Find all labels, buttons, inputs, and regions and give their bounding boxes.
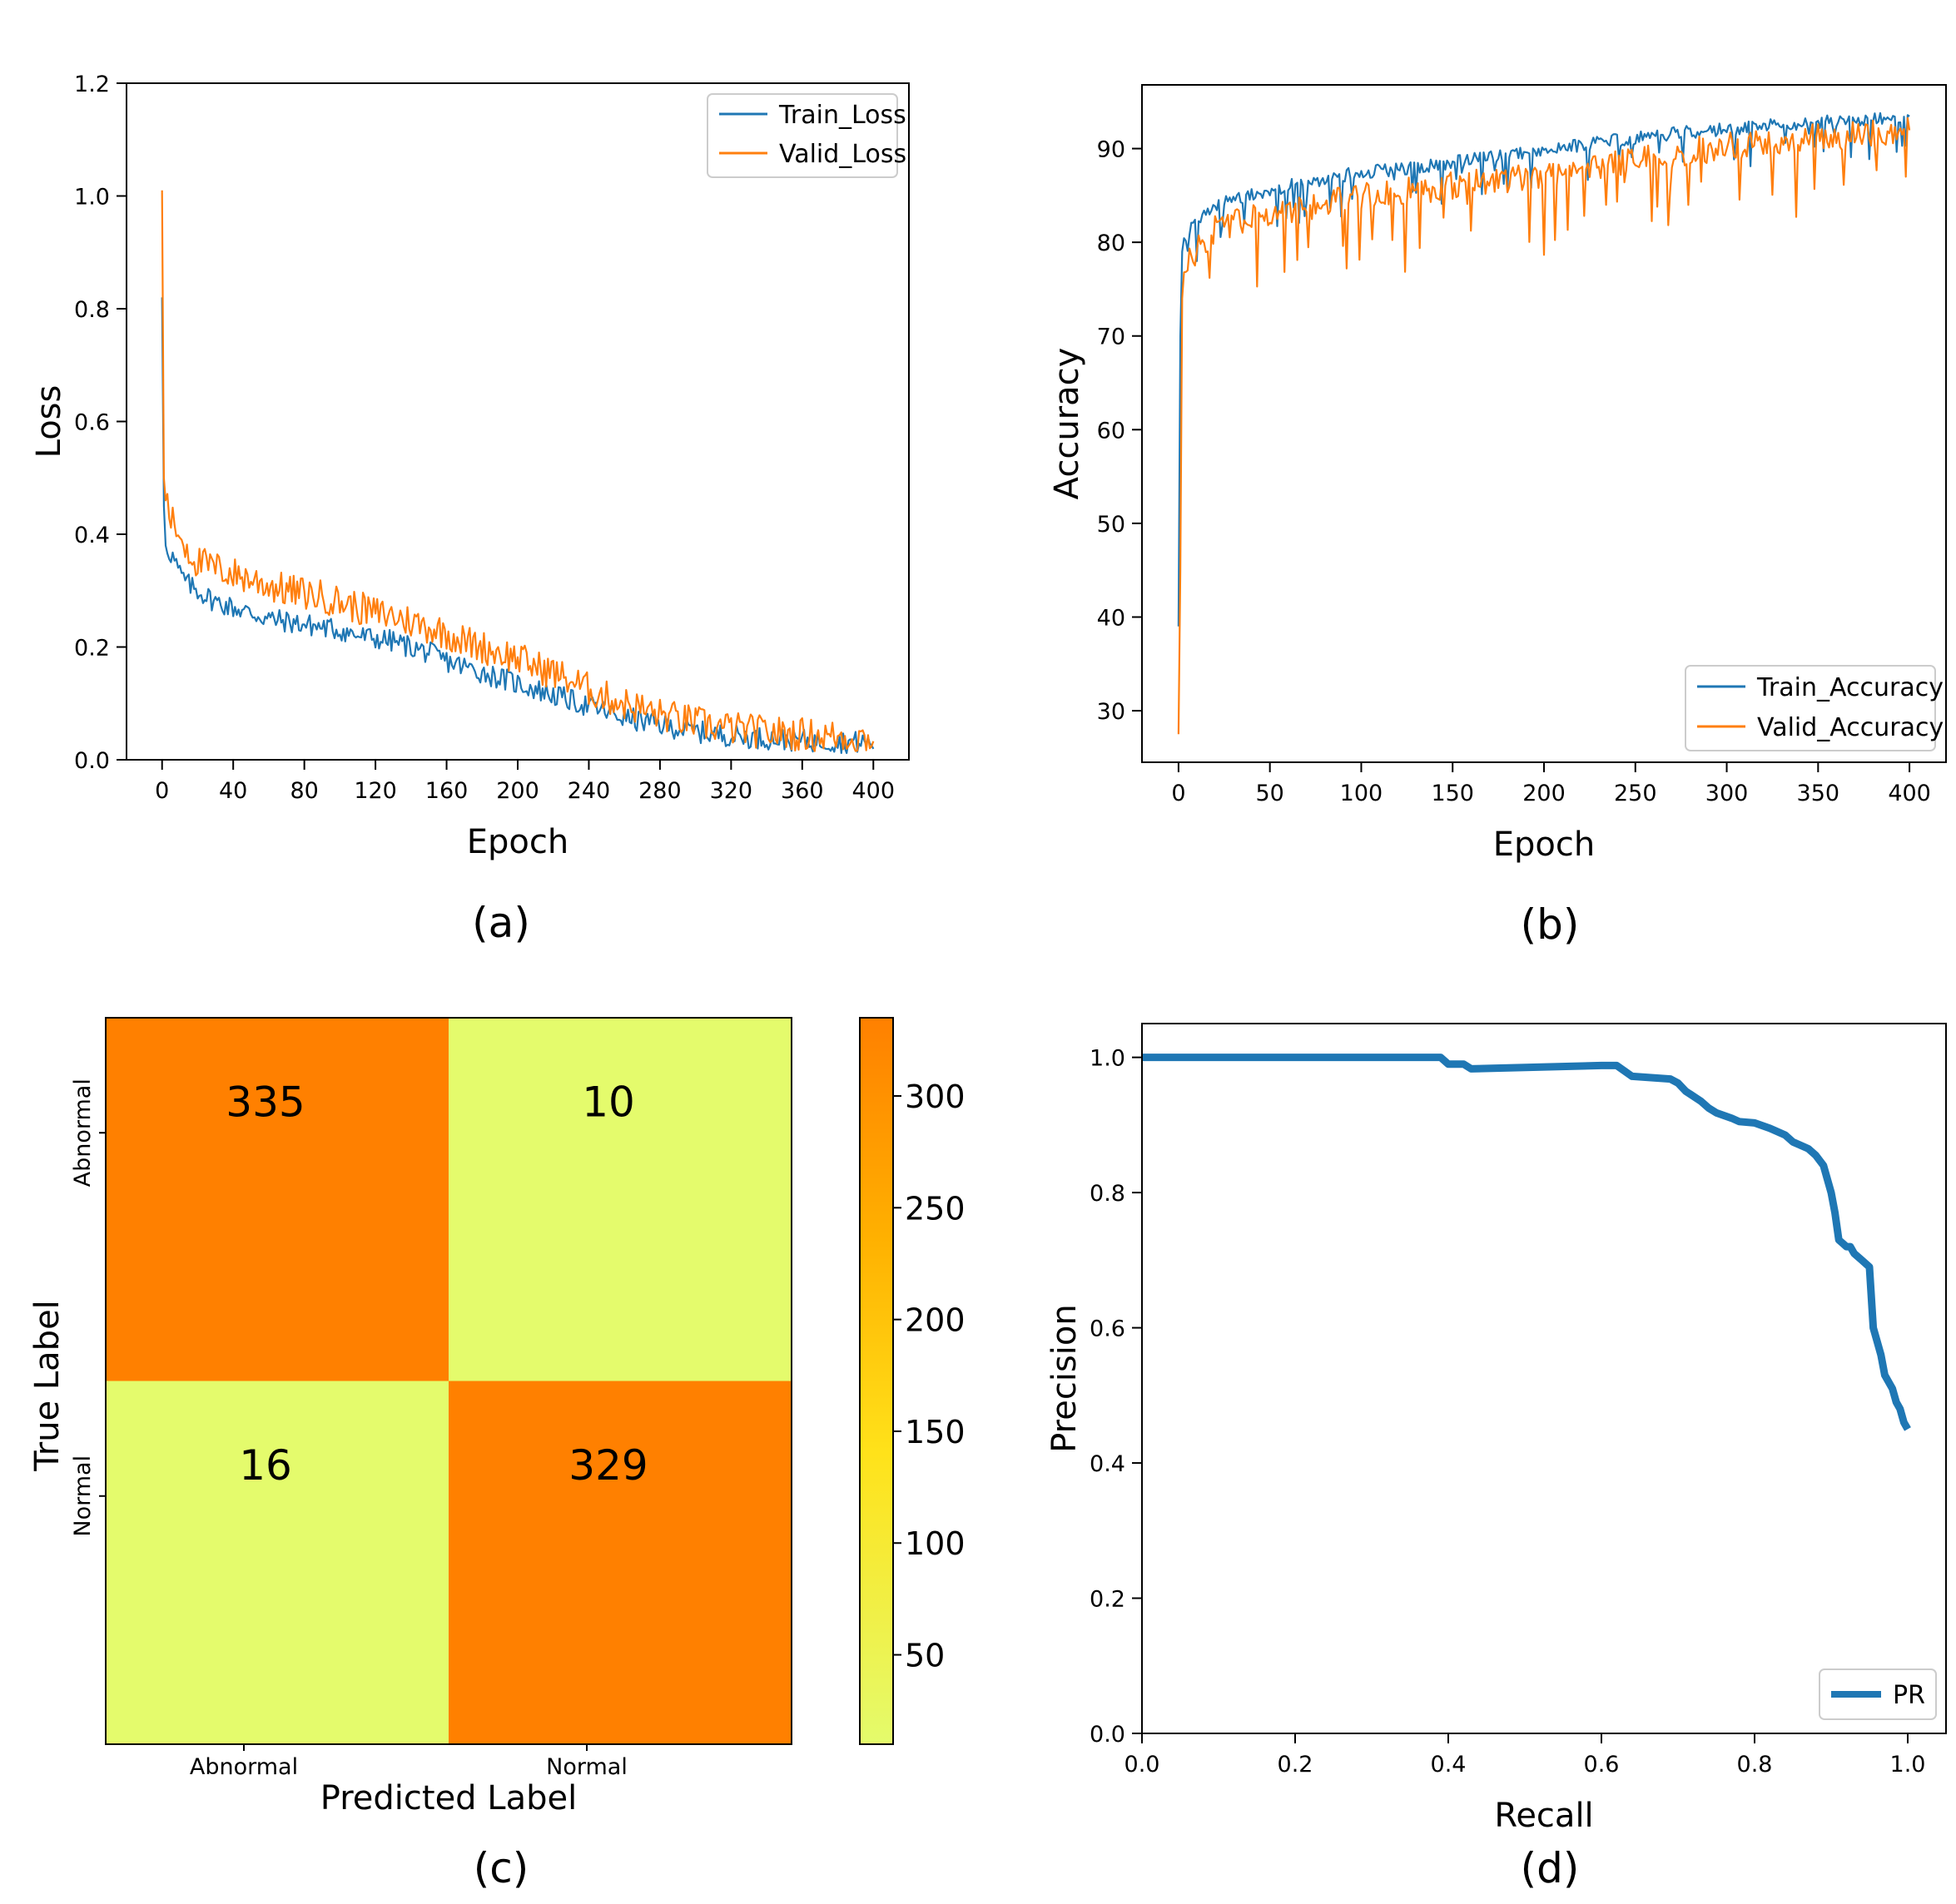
x-tick-label: 0.4 [1431,1752,1467,1778]
series-line-Train_Accuracy [1177,112,1910,627]
x-tick-label: 0.6 [1584,1752,1620,1778]
panel-label-c: (c) [473,1844,529,1892]
x-tick-label: 40 [219,778,247,804]
y-tick-label: 0.2 [74,636,110,662]
legend-label-PR: PR [1893,1681,1925,1710]
plot-frame [1141,1023,1947,1734]
y-tick-label: 90 [1097,137,1125,163]
x-tick-label: 0.8 [1737,1752,1773,1778]
y-axis-label: Loss [30,385,68,459]
y-tick-label: 0.6 [1090,1316,1125,1342]
series-line-PR [1142,1054,1911,1431]
heatmap-cell-value: 16 [239,1441,292,1490]
panel-label-d: (d) [1520,1844,1580,1892]
y-tick-label: 0.8 [1090,1181,1125,1207]
series-line-Train_Loss [161,297,875,755]
colorbar-tick-label: 300 [905,1078,966,1115]
y-tick-label: Normal [70,1455,96,1537]
x-tick-label: 350 [1797,781,1840,806]
x-tick-label: 200 [1522,781,1566,806]
y-tick-label: 0.4 [1090,1451,1125,1477]
y-tick-label: 30 [1097,699,1125,725]
chart-a: 0 40 80 120 160 200 240 280 320 360 400 0.0 0.2 0.4 0.… [30,72,910,861]
y-tick-label: 1.2 [74,72,110,97]
x-tick-label: 50 [1256,781,1284,806]
x-tick-label: 200 [496,778,539,804]
colorbar-tick-label: 50 [905,1638,945,1674]
y-tick-label: 40 [1097,605,1125,631]
x-tick-label: 100 [1340,781,1383,806]
colorbar-tick-label: 250 [905,1190,966,1227]
x-tick-label: 240 [568,778,611,804]
x-tick-label: 280 [638,778,682,804]
x-axis-label: Predicted Label [320,1779,577,1817]
series-line-Valid_Accuracy [1177,117,1911,735]
x-tick-label: 0.2 [1278,1752,1313,1778]
y-tick-label: 80 [1097,231,1125,256]
heatmap-cell [449,1018,792,1381]
colorbar-tick-label: 150 [905,1414,966,1450]
x-tick-label: 320 [710,778,753,804]
x-tick-label: 400 [1888,781,1931,806]
colorbar [859,1017,894,1745]
heatmap-cell-value: 10 [582,1078,635,1126]
panel-label-a: (a) [472,899,530,947]
x-tick-label: 0 [155,778,169,804]
legend-label-Train_Accuracy: Train_Accuracy [1756,673,1944,702]
legend-label-Train_Loss: Train_Loss [778,101,906,130]
x-tick-label: 150 [1431,781,1474,806]
x-tick-label: 1.0 [1890,1752,1926,1778]
chart-b: 0 50 100 150 200 250 300 350 400 30 40 50 60 70 80 90 Ep… [1048,84,1947,864]
y-tick-label: 0.8 [74,297,110,323]
y-axis-label: Precision [1045,1304,1084,1452]
x-axis-label: Epoch [467,823,568,861]
y-tick-label: 0.0 [1090,1722,1125,1748]
y-axis-label: True Label [28,1300,67,1472]
y-tick-label: 0.4 [74,523,110,548]
y-tick-label: 50 [1097,512,1125,538]
heatmap-cell [106,1381,449,1744]
y-tick-label: Abnormal [70,1078,96,1187]
y-tick-label: 0.2 [1090,1587,1125,1613]
x-tick-label: 120 [354,778,397,804]
x-tick-label: Abnormal [190,1754,298,1780]
x-tick-label: 250 [1614,781,1657,806]
legend-box [1685,665,1936,751]
heatmap-cell-value: 329 [568,1441,648,1490]
heatmap-cell-value: 335 [226,1078,305,1126]
heatmap-frame [105,1017,792,1745]
x-tick-label: 0.0 [1124,1752,1160,1778]
chart-d: 0.0 0.2 0.4 0.6 0.8 1.0 0.0 0.2 0.4 0.6 0.8 1.0 Reca… [1045,1023,1947,1835]
heatmap-cell [449,1381,792,1744]
x-tick-label: Normal [546,1754,628,1780]
y-tick-label: 60 [1097,418,1125,444]
x-tick-label: 300 [1705,781,1749,806]
x-tick-label: 360 [781,778,824,804]
legend-label-Valid_Loss: Valid_Loss [779,140,906,169]
x-axis-label: Epoch [1493,826,1595,864]
y-tick-label: 1.0 [74,185,110,211]
x-tick-label: 400 [851,778,895,804]
y-axis-label: Accuracy [1048,348,1086,500]
colorbar-tick-label: 200 [905,1302,966,1339]
heatmap-cell [106,1018,449,1381]
plot-frame [1141,84,1947,763]
y-tick-label: 1.0 [1090,1046,1125,1072]
x-tick-label: 80 [290,778,318,804]
y-tick-label: 0.6 [74,410,110,436]
legend-label-Valid_Accuracy: Valid_Accuracy [1757,713,1944,742]
y-tick-label: 70 [1097,325,1125,350]
y-tick-label: 0.0 [74,748,110,774]
x-tick-label: 0 [1171,781,1185,806]
x-tick-label: 160 [425,778,469,804]
series-line-Valid_Loss [161,190,875,752]
panel-label-b: (b) [1520,900,1580,949]
x-axis-label: Recall [1494,1797,1593,1835]
colorbar-tick-label: 100 [905,1525,966,1562]
